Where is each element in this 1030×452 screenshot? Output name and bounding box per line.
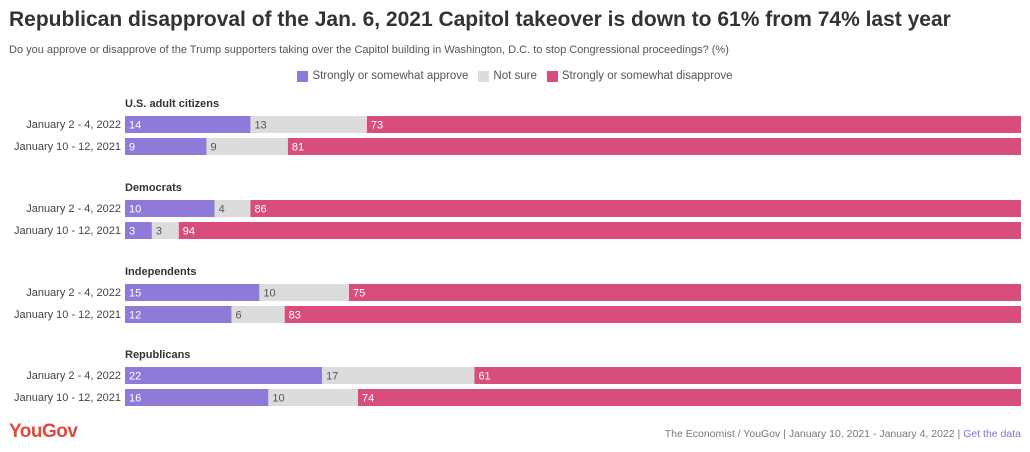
legend-label-disapprove: Strongly or somewhat disapprove (561, 70, 733, 82)
bar-segment-not-sure[interactable] (259, 284, 349, 301)
data-label-not-sure: 13 (254, 120, 266, 132)
group-label: U.S. adult citizens (125, 98, 219, 110)
data-label-not-sure: 4 (219, 204, 225, 216)
bar-segment-disapprove[interactable] (349, 284, 1021, 301)
bar-segment-approve[interactable] (125, 284, 260, 301)
bar-segment-disapprove[interactable] (287, 138, 1022, 155)
data-label-approve: 3 (129, 226, 135, 238)
data-label-not-sure: 10 (272, 393, 284, 405)
bar-segment-approve[interactable] (125, 389, 269, 406)
bar-segment-approve[interactable] (125, 367, 323, 384)
data-label-disapprove: 61 (478, 371, 490, 383)
data-label-disapprove: 83 (289, 310, 301, 322)
data-label-not-sure: 6 (235, 310, 241, 322)
row-label: January 2 - 4, 2022 (26, 119, 121, 131)
legend-swatch-not-sure (478, 70, 490, 82)
chart-subtitle: Do you approve or disapprove of the Trum… (9, 44, 729, 56)
group-label: Democrats (125, 182, 182, 194)
bar-segment-disapprove[interactable] (284, 306, 1021, 323)
chart-legend: Strongly or somewhat approve Not sure St… (0, 70, 1030, 82)
data-label-not-sure: 9 (210, 142, 216, 154)
bar-segment-not-sure[interactable] (268, 389, 358, 406)
group-label: Independents (125, 266, 197, 278)
footer-source-text: The Economist / YouGov | January 10, 202… (664, 428, 964, 440)
legend-swatch-approve (297, 70, 309, 82)
row-label: January 2 - 4, 2022 (26, 287, 121, 299)
data-label-disapprove: 86 (254, 204, 266, 216)
data-label-not-sure: 17 (326, 371, 338, 383)
data-label-disapprove: 74 (362, 393, 374, 405)
legend-item-not-sure[interactable]: Not sure (478, 70, 537, 82)
bar-segment-disapprove[interactable] (366, 116, 1021, 133)
row-label: January 10 - 12, 2021 (14, 392, 121, 404)
get-the-data-link[interactable]: Get the data (963, 428, 1021, 440)
data-label-approve: 15 (129, 288, 141, 300)
bar-segment-approve[interactable] (125, 306, 232, 323)
bar-segment-not-sure[interactable] (322, 367, 475, 384)
chart-title: Republican disapproval of the Jan. 6, 20… (9, 8, 951, 31)
row-label: January 2 - 4, 2022 (26, 370, 121, 382)
row-label: January 2 - 4, 2022 (26, 203, 121, 215)
group-label: Republicans (125, 349, 190, 361)
data-label-disapprove: 75 (353, 288, 365, 300)
data-label-approve: 14 (129, 120, 141, 132)
bar-segment-approve[interactable] (125, 116, 251, 133)
bar-segment-disapprove[interactable] (474, 367, 1021, 384)
data-label-not-sure: 3 (156, 226, 162, 238)
data-label-disapprove: 94 (183, 226, 195, 238)
bar-segment-approve[interactable] (125, 222, 152, 239)
data-label-disapprove: 81 (292, 142, 304, 154)
data-label-not-sure: 10 (263, 288, 275, 300)
row-label: January 10 - 12, 2021 (14, 225, 121, 237)
bar-segment-disapprove[interactable] (178, 222, 1021, 239)
legend-item-disapprove[interactable]: Strongly or somewhat disapprove (546, 70, 733, 82)
bar-segment-disapprove[interactable] (357, 389, 1022, 406)
bar-segment-approve[interactable] (125, 200, 215, 217)
bar-segment-not-sure[interactable] (206, 138, 288, 155)
bar-segment-disapprove[interactable] (250, 200, 1021, 217)
bar-segment-approve[interactable] (125, 138, 207, 155)
bar-segment-not-sure[interactable] (151, 222, 179, 239)
data-label-approve: 22 (129, 371, 141, 383)
bar-segment-not-sure[interactable] (231, 306, 285, 323)
legend-label-approve: Strongly or somewhat approve (312, 70, 469, 82)
bar-segment-not-sure[interactable] (250, 116, 367, 133)
data-label-approve: 9 (129, 142, 135, 154)
data-label-disapprove: 73 (371, 120, 383, 132)
yougov-logo: YouGov (9, 421, 78, 442)
legend-swatch-disapprove (546, 70, 558, 82)
data-label-approve: 10 (129, 204, 141, 216)
footer-source: The Economist / YouGov | January 10, 202… (665, 428, 1021, 440)
legend-label-not-sure: Not sure (493, 70, 537, 82)
bar-segment-not-sure[interactable] (214, 200, 251, 217)
data-label-approve: 16 (129, 393, 141, 405)
data-label-approve: 12 (129, 310, 141, 322)
row-label: January 10 - 12, 2021 (14, 141, 121, 153)
legend-item-approve[interactable]: Strongly or somewhat approve (297, 70, 468, 82)
row-label: January 10 - 12, 2021 (14, 309, 121, 321)
